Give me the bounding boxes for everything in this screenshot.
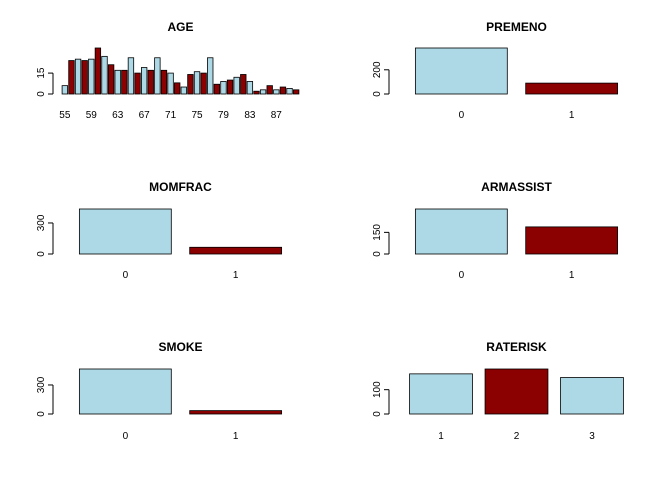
x-tick-label: 1: [569, 110, 575, 121]
bar-75: [193, 71, 201, 95]
y-tick-label: 0: [372, 91, 383, 97]
x-tick-label: 79: [218, 110, 230, 121]
x-tick-label: 59: [86, 110, 98, 121]
x-tick-label: 87: [271, 110, 283, 121]
bar-0: [78, 208, 172, 255]
bar-0: [414, 47, 508, 95]
x-tick-label: 0: [459, 270, 465, 281]
panel-premeno: PREMENO 0 1 0 200: [372, 20, 619, 121]
y-tick-label: 300: [36, 376, 47, 393]
y-tick-label: 15: [36, 67, 47, 79]
bar-82: [240, 74, 247, 95]
x-tick-label: 3: [589, 431, 595, 442]
chart-title: ARMASSIST: [481, 180, 552, 194]
y-tick-label: 150: [372, 224, 383, 241]
y-tick-label: 0: [36, 411, 47, 417]
bar-0: [414, 208, 508, 255]
bar-68: [147, 69, 154, 95]
bar-62: [107, 64, 115, 95]
bar-60: [94, 47, 102, 95]
bar-69: [154, 57, 161, 95]
bar-90: [292, 89, 300, 95]
x-tick-label: 1: [233, 270, 239, 281]
bar-80: [226, 79, 234, 95]
chart-title: PREMENO: [486, 20, 547, 34]
x-tick-label: 63: [112, 110, 124, 121]
bar-63: [114, 69, 121, 95]
x-tick-label: 1: [233, 431, 239, 442]
bar-88: [279, 86, 287, 95]
x-tick-label: 1: [438, 431, 444, 442]
bar-65: [127, 57, 135, 95]
x-tick-label: 55: [59, 110, 71, 121]
bar-59: [88, 58, 95, 95]
bar-1: [525, 82, 619, 95]
bar-84: [253, 90, 260, 95]
x-tick-label: 2: [514, 431, 520, 442]
bar-61: [101, 55, 108, 95]
x-tick-label: 67: [139, 110, 151, 121]
bar-1: [189, 410, 283, 415]
bar-89: [286, 88, 293, 95]
bar-71: [167, 72, 174, 95]
bar-81: [233, 76, 240, 95]
bar-83: [246, 81, 254, 95]
bar-74: [187, 74, 194, 95]
bar-78: [213, 83, 220, 95]
bar-3: [560, 377, 624, 415]
chart-title: SMOKE: [158, 340, 202, 354]
panel-raterisk: RATERISK 1 2 3 0 100: [372, 340, 624, 442]
y-tick-label: 200: [372, 61, 383, 78]
y-tick-label: 0: [36, 91, 47, 97]
bar-55: [61, 85, 69, 95]
bar-1: [525, 226, 619, 255]
bar-0: [78, 368, 172, 415]
bar-86: [266, 85, 273, 95]
bar-1: [189, 246, 283, 255]
bar-85: [259, 89, 267, 95]
bar-1: [409, 373, 473, 415]
chart-title: RATERISK: [486, 340, 547, 354]
bar-76: [200, 72, 207, 95]
y-tick-label: 0: [372, 411, 383, 417]
y-tick-label: 100: [372, 381, 383, 398]
chart-title: AGE: [167, 20, 193, 34]
x-tick-label: 1: [569, 270, 575, 281]
panel-smoke: SMOKE 0 1 0 300: [36, 340, 283, 442]
chart-title: MOMFRAC: [149, 180, 212, 194]
x-tick-label: 0: [123, 431, 129, 442]
bar-77: [207, 57, 214, 95]
bar-64: [121, 69, 128, 95]
bar-58: [81, 60, 88, 95]
bar-66: [134, 72, 141, 95]
bar-56: [68, 60, 75, 95]
y-tick-label: 0: [372, 251, 383, 257]
panel-momfrac: MOMFRAC 0 1 0 300: [36, 180, 283, 281]
x-tick-label: 0: [459, 110, 465, 121]
bar-72: [174, 82, 181, 95]
bar-73: [180, 86, 187, 95]
x-tick-label: 75: [191, 110, 203, 121]
y-tick-label: 0: [36, 251, 47, 257]
panel-age: AGE 55 59 63 67 71 75 79 83 87 0 15: [36, 20, 300, 121]
x-tick-label: 71: [165, 110, 177, 121]
panel-armassist: ARMASSIST 0 1 0 150: [372, 180, 619, 281]
y-tick-label: 300: [36, 214, 47, 231]
bar-70: [160, 69, 168, 95]
bar-79: [220, 81, 227, 95]
bar-67: [140, 67, 148, 95]
bar-87: [273, 89, 280, 95]
x-tick-label: 83: [244, 110, 256, 121]
x-tick-label: 0: [123, 270, 129, 281]
bar-2: [484, 368, 549, 415]
bar-57: [74, 58, 82, 95]
